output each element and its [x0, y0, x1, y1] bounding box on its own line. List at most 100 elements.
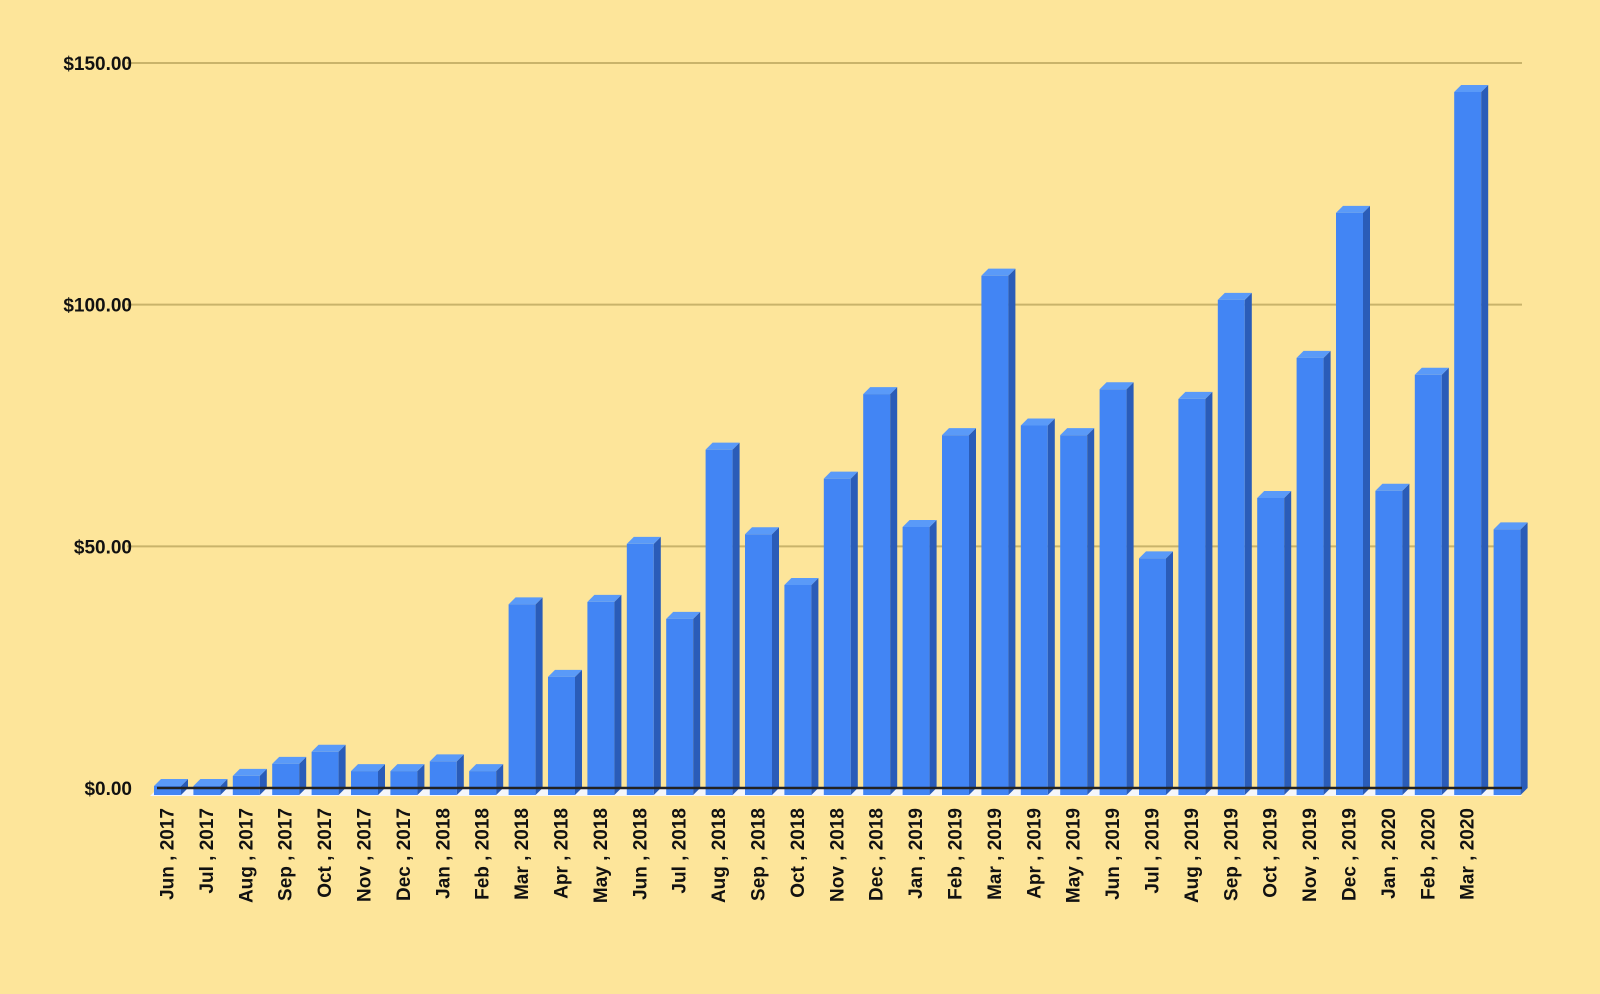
bar-side — [969, 428, 976, 795]
bar-front — [981, 275, 1009, 796]
bar-side — [1284, 491, 1292, 795]
bar-front — [1454, 92, 1482, 795]
bar — [1060, 428, 1095, 795]
bar — [587, 594, 622, 795]
bar-front — [193, 786, 221, 795]
bar-side — [1244, 292, 1252, 795]
x-tick-label: Dec , 2018 — [867, 808, 888, 901]
bar — [784, 578, 819, 795]
bar — [1139, 551, 1173, 795]
bar-side — [299, 756, 307, 795]
x-tick-label: Dec , 2017 — [394, 808, 415, 901]
bar — [548, 669, 582, 795]
bar-top — [1178, 391, 1213, 399]
bar — [1217, 292, 1252, 795]
bar-side — [850, 471, 858, 795]
bar-front — [1060, 435, 1088, 795]
bar-top — [1099, 382, 1134, 390]
bar — [1454, 85, 1489, 795]
bar-front — [745, 534, 772, 795]
x-axis-ticks: Jun , 2017 Jul , 2017 Aug , 2017 Sep , 2017… — [158, 808, 1479, 903]
bar-front — [390, 771, 418, 795]
bar-top — [1139, 551, 1173, 559]
bar — [1257, 491, 1292, 795]
x-tick-label: Oct , 2019 — [1261, 808, 1282, 898]
x-tick-label: Mar , 2018 — [512, 808, 533, 900]
bar-top — [705, 442, 740, 450]
bar-side — [1323, 350, 1331, 795]
bar — [863, 387, 898, 795]
x-tick-label: Apr , 2018 — [552, 808, 573, 899]
bar-top — [1257, 491, 1292, 498]
bar-side — [535, 597, 543, 795]
bar-side — [1441, 367, 1449, 795]
bar-front — [1493, 529, 1521, 795]
bar-side — [1363, 205, 1370, 796]
bar — [1020, 418, 1055, 795]
x-tick-label: Feb , 2018 — [473, 808, 494, 900]
bars — [150, 85, 1528, 796]
bar-front — [587, 601, 615, 795]
bar-top — [1493, 522, 1528, 530]
bar-side — [1047, 418, 1055, 795]
bar-front — [469, 771, 497, 795]
x-tick-label: May , 2019 — [1064, 808, 1085, 903]
bar — [390, 764, 425, 795]
bar — [902, 520, 937, 795]
bar — [1493, 522, 1528, 795]
x-tick-label: Dec , 2019 — [1340, 808, 1361, 901]
bar-top — [587, 594, 622, 602]
bar-top — [351, 764, 385, 772]
x-tick-label: Feb , 2019 — [946, 808, 967, 900]
bar — [745, 527, 779, 795]
x-tick-label: May , 2018 — [591, 808, 612, 903]
bar-top — [1020, 418, 1055, 426]
bar-side — [1520, 522, 1528, 795]
bar-top — [981, 268, 1016, 276]
bar — [469, 764, 504, 795]
x-tick-label: Sep , 2018 — [749, 808, 770, 901]
bar-side — [1166, 551, 1173, 795]
bar-side — [1481, 85, 1489, 795]
bar-side — [1402, 483, 1410, 795]
bar-side — [772, 527, 779, 795]
bar-front — [351, 771, 378, 795]
bar-front — [1257, 498, 1285, 795]
bar-top — [548, 669, 582, 677]
x-tick-label: Jul , 2019 — [1143, 808, 1164, 894]
y-tick-label: $50.00 — [74, 537, 132, 558]
bar — [1099, 382, 1134, 795]
y-tick-label: $100.00 — [63, 296, 132, 317]
x-tick-label: Nov , 2018 — [827, 808, 848, 902]
bar-side — [693, 611, 701, 795]
bar-front — [1296, 357, 1324, 795]
x-tick-label: Oct , 2017 — [315, 808, 336, 898]
bar-front — [1375, 490, 1403, 795]
bar-side — [1126, 382, 1134, 795]
bar-top — [1217, 292, 1252, 300]
bar — [705, 442, 740, 795]
bar-top — [1454, 85, 1489, 92]
bar-front — [902, 527, 930, 795]
bar-front — [1336, 212, 1363, 796]
bar-front — [548, 676, 575, 795]
x-tick-label: Aug , 2017 — [236, 808, 257, 903]
bar-top — [1060, 428, 1095, 436]
bar-top — [154, 779, 188, 786]
bar-front — [1099, 389, 1127, 795]
x-tick-label: Nov , 2019 — [1300, 808, 1321, 902]
x-tick-label: Aug , 2018 — [709, 808, 730, 903]
bar-top — [823, 471, 858, 479]
bar-top — [784, 578, 819, 585]
x-tick-label: Jun , 2018 — [630, 808, 651, 900]
bar — [1178, 391, 1213, 795]
bar-front — [272, 763, 300, 795]
bar-top — [745, 527, 779, 535]
bar-top — [626, 536, 661, 544]
bar-top — [272, 756, 307, 764]
x-tick-label: Nov , 2017 — [355, 808, 376, 902]
x-tick-label: Sep , 2019 — [1221, 808, 1242, 901]
x-tick-label: Feb , 2020 — [1418, 808, 1439, 900]
